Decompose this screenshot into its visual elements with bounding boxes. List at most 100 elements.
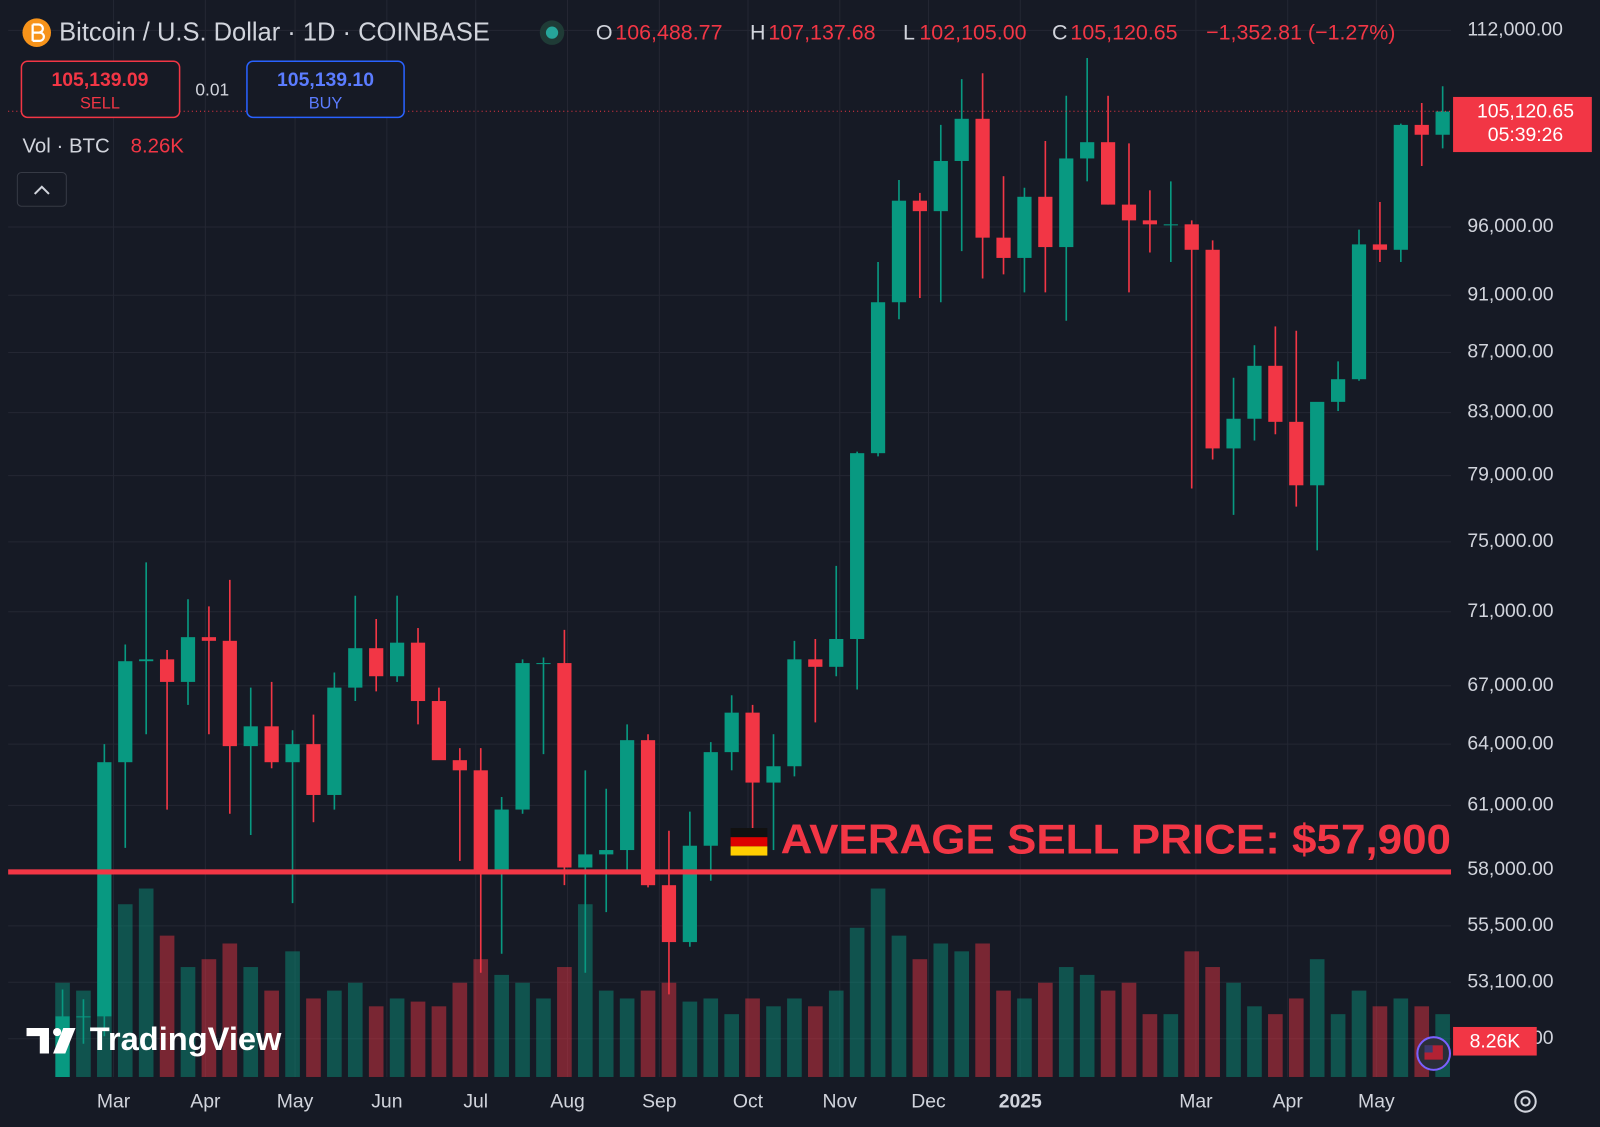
change-value: −1,352.81 (−1.27%): [1206, 20, 1395, 44]
open-label: O: [596, 20, 613, 44]
sell-button[interactable]: 105,139.09 SELL: [20, 60, 181, 119]
volume-bar: [1351, 990, 1367, 1077]
sell-box[interactable]: [20, 60, 181, 119]
volume-pane: [55, 888, 1450, 1077]
volume-bar: [243, 967, 259, 1077]
watermark: TradingView: [26, 1020, 282, 1057]
volume-bar: [1226, 982, 1241, 1077]
x-tick-label: Apr: [1273, 1091, 1304, 1113]
y-tick-label: 71,000.00: [1467, 600, 1553, 622]
volume-bar: [452, 982, 468, 1077]
volume-bar: [1372, 1006, 1388, 1077]
volume-bar: [1393, 998, 1409, 1077]
volume-bar: [1205, 967, 1220, 1077]
volume-bar: [557, 967, 572, 1077]
x-tick-label: Mar: [97, 1091, 131, 1113]
volume-bar: [849, 927, 865, 1077]
candle-body: [1184, 224, 1199, 250]
candle-body: [996, 237, 1011, 258]
volume-bar: [368, 1006, 384, 1077]
high-label: H: [750, 20, 765, 44]
y-tick-label: 79,000.00: [1467, 464, 1553, 486]
volume-bar: [1100, 990, 1116, 1077]
low-label: L: [903, 20, 915, 44]
flag-stripe: [730, 828, 768, 838]
market-status-dot: [545, 26, 559, 39]
candle-body: [515, 663, 530, 810]
close-value: 105,120.65: [1070, 20, 1177, 44]
x-tick-label: Aug: [550, 1091, 584, 1113]
german-flag: [730, 828, 768, 856]
watermark-text: TradingView: [90, 1020, 282, 1057]
volume-bar: [515, 982, 530, 1077]
volume-bar: [536, 998, 551, 1077]
candle-body: [452, 760, 467, 771]
news-icon[interactable]: [1416, 1036, 1452, 1071]
candle-body: [933, 160, 948, 212]
volume-bar: [619, 998, 635, 1077]
y-tick-label: 55,500.00: [1467, 914, 1553, 936]
volume-bar: [1288, 998, 1304, 1077]
collapse-button[interactable]: [16, 172, 67, 207]
volume-bar: [410, 1001, 426, 1077]
x-tick-label: Sep: [642, 1091, 676, 1113]
candle-body: [306, 744, 321, 795]
settings-gear[interactable]: [1514, 1090, 1537, 1113]
candle-body: [1100, 142, 1116, 205]
volume-bar: [1038, 982, 1053, 1077]
sell-label: SELL: [80, 94, 120, 112]
candle-body: [1435, 111, 1450, 135]
candle-body: [1310, 401, 1325, 486]
volume-bar: [1268, 1014, 1283, 1077]
candle-body: [1121, 204, 1137, 221]
flag-stripe: [730, 837, 768, 847]
volume-bar: [661, 982, 677, 1077]
buy-button[interactable]: 105,139.10 BUY: [246, 60, 405, 119]
symbol-title[interactable]: Bitcoin / U.S. Dollar · 1D · COINBASE: [59, 18, 490, 46]
x-tick-label: Dec: [911, 1091, 946, 1113]
volume-bar: [1309, 959, 1325, 1077]
candle-body: [891, 200, 907, 303]
candle-body: [1017, 196, 1032, 258]
volume-bar: [1247, 1006, 1262, 1077]
volume-bar: [703, 998, 719, 1077]
last-price-badge: [1453, 96, 1592, 153]
candle-body: [1226, 418, 1241, 449]
volume-bar: [138, 888, 154, 1077]
volume-bar: [1163, 1014, 1179, 1077]
candle-body: [1393, 124, 1408, 250]
candle-body: [1268, 365, 1283, 422]
candle-body: [222, 640, 237, 747]
volume-bar: [159, 935, 175, 1077]
flag-stripe: [730, 846, 768, 856]
candle-body: [1205, 249, 1220, 449]
buy-label: BUY: [309, 94, 343, 112]
volume-bar: [1121, 982, 1137, 1077]
volume-bar: [1058, 967, 1074, 1077]
candle-body: [264, 726, 279, 763]
y-tick-label: 61,000.00: [1467, 793, 1553, 815]
buy-box[interactable]: [246, 60, 405, 119]
watermark-logo: [26, 1027, 76, 1054]
x-tick-label: Oct: [733, 1091, 764, 1113]
candle-body: [494, 809, 509, 872]
settings-button[interactable]: [1514, 1090, 1537, 1113]
candle-body: [620, 740, 635, 851]
volume-bar: [1330, 1014, 1346, 1077]
candle-body: [578, 854, 593, 868]
reference-annotation: AVERAGE SELL PRICE: $57,900: [781, 815, 1451, 862]
volume-bar: [808, 1006, 823, 1077]
volume-bar: [264, 990, 279, 1077]
volume-bar: [1184, 951, 1200, 1077]
settings-gear-hub: [1520, 1096, 1531, 1107]
volume-bar: [1142, 1014, 1158, 1077]
volume-bar: [327, 990, 342, 1077]
volume-bar: [494, 974, 509, 1077]
volume-bar: [996, 990, 1011, 1077]
candle-body: [473, 770, 488, 872]
candle-body: [348, 648, 363, 688]
volume-bar: [473, 959, 489, 1077]
